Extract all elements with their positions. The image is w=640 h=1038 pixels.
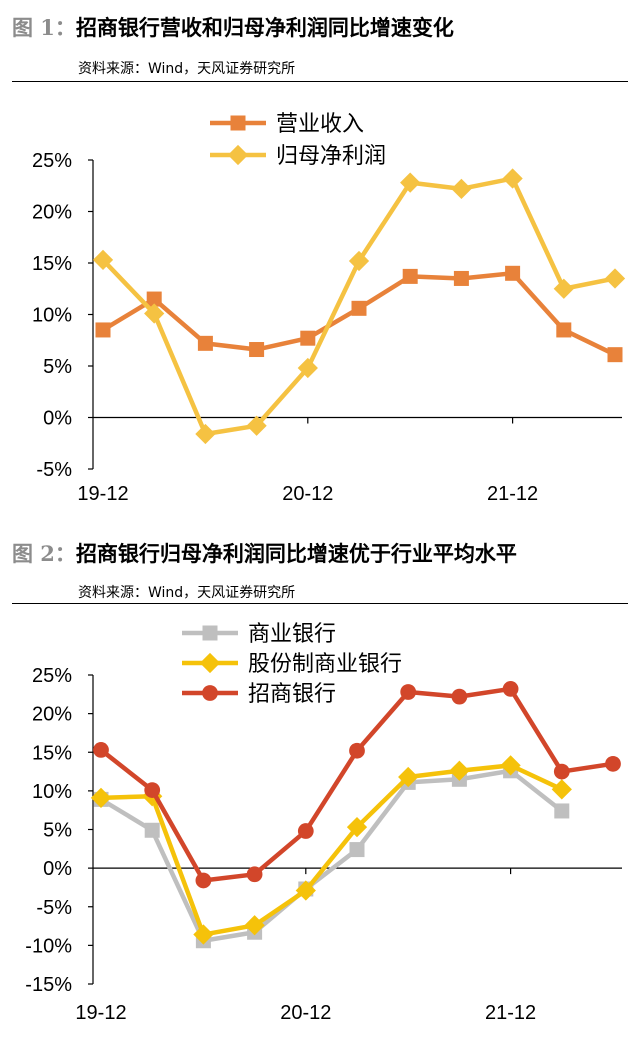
figure-2-source: 资料来源：Wind，天风证券研究所 xyxy=(78,585,296,601)
y-tick-label: -5% xyxy=(36,897,72,919)
chart-2: -15% -10% -5% 0% 5% 10% 15% 20% 25% 19-12 20-12 21-… xyxy=(25,621,622,1024)
y-tick-label: -15% xyxy=(25,974,72,996)
data-point xyxy=(249,342,265,358)
data-point xyxy=(502,681,519,697)
y-tick-label: 10% xyxy=(32,781,72,803)
data-point xyxy=(195,872,212,889)
x-tick-label: 20-12 xyxy=(282,483,333,505)
y-tick-label: 15% xyxy=(32,742,72,764)
data-point xyxy=(604,268,626,289)
y-tick-label: 25% xyxy=(32,150,72,172)
data-point xyxy=(502,168,523,189)
data-point xyxy=(500,755,521,776)
data-point xyxy=(402,268,418,284)
x-tick-label: 21-12 xyxy=(485,1002,536,1024)
data-point xyxy=(95,322,111,338)
data-point xyxy=(607,347,623,363)
figure-2-title: 图 2：招商银行归母净利润同比增速优于行业平均水平 xyxy=(12,538,517,568)
data-point xyxy=(349,842,365,858)
x-tick-label: 21-12 xyxy=(487,483,538,505)
legend-label: 招商银行 xyxy=(248,681,336,706)
legend-marker xyxy=(227,144,249,166)
y-tick-label: -5% xyxy=(36,459,72,481)
x-tick-label: 20-12 xyxy=(280,1002,331,1024)
y-tick-label: 15% xyxy=(32,253,72,275)
y-tick-label: 10% xyxy=(32,305,72,327)
data-point xyxy=(144,822,160,838)
data-point xyxy=(346,817,368,838)
y-tick-label: 5% xyxy=(43,820,72,842)
data-point xyxy=(300,330,316,346)
figure-1-title-text: 招商银行营收和归母净利润同比增速变化 xyxy=(75,15,454,40)
data-point xyxy=(605,755,621,772)
data-point xyxy=(556,322,572,338)
data-point xyxy=(144,303,165,324)
legend-label: 营业收入 xyxy=(276,111,364,136)
data-point xyxy=(348,250,370,272)
y-tick-label: 0% xyxy=(43,408,72,430)
data-point xyxy=(553,763,570,780)
figure-1-label: 图 1： xyxy=(12,15,76,40)
data-point xyxy=(453,270,469,286)
legend-marker xyxy=(202,625,218,641)
data-point xyxy=(92,249,114,271)
legend-label: 商业银行 xyxy=(248,621,336,646)
legend-label: 股份制商业银行 xyxy=(248,651,402,676)
y-tick-label: 25% xyxy=(32,665,72,687)
data-point xyxy=(193,924,214,945)
data-point xyxy=(551,779,572,800)
data-point xyxy=(297,823,314,839)
data-point xyxy=(90,787,112,808)
data-point xyxy=(195,423,216,445)
data-point xyxy=(400,172,421,193)
y-tick-label: 5% xyxy=(43,356,72,378)
y-tick-label: -10% xyxy=(25,935,72,957)
series-line-2 xyxy=(100,763,563,937)
data-point xyxy=(398,766,419,788)
data-point xyxy=(451,178,472,199)
data-point xyxy=(349,742,365,759)
data-point xyxy=(144,782,161,798)
figure-2-divider xyxy=(12,603,628,604)
x-tick-label: 19-12 xyxy=(77,483,128,505)
data-point xyxy=(295,880,316,901)
data-point xyxy=(297,357,318,379)
data-point xyxy=(246,866,263,883)
data-point xyxy=(553,278,574,299)
figure-2-label: 图 2： xyxy=(12,541,76,566)
legend-label: 归母净利润 xyxy=(276,143,386,168)
y-tick-label: 20% xyxy=(32,704,72,726)
data-point xyxy=(197,335,213,351)
legend-marker xyxy=(202,685,218,701)
figure-2-title-text: 招商银行归母净利润同比增速优于行业平均水平 xyxy=(75,541,517,566)
y-tick-label: 0% xyxy=(43,858,72,880)
series-line-1 xyxy=(99,768,564,943)
y-tick-label: 20% xyxy=(32,202,72,224)
data-point xyxy=(505,265,521,281)
data-point xyxy=(244,915,265,936)
data-point xyxy=(246,415,267,436)
chart-1: -5% 0% 5% 10% 15% 20% 25% 19-12 20-12 21-12 营业收入归母… xyxy=(32,111,626,505)
data-point xyxy=(400,684,417,700)
figure-1-divider xyxy=(12,81,628,82)
data-point xyxy=(93,742,109,758)
legend-marker xyxy=(199,652,221,674)
figure-1-title: 图 1：招商银行营收和归母净利润同比增速变化 xyxy=(12,12,454,42)
data-point xyxy=(449,760,470,781)
figure-1-source: 资料来源：Wind，天风证券研究所 xyxy=(78,61,296,77)
x-tick-label: 19-12 xyxy=(75,1002,126,1024)
data-point xyxy=(146,291,162,307)
data-point xyxy=(554,803,570,819)
legend-marker xyxy=(230,115,246,131)
data-point xyxy=(451,688,468,705)
data-point xyxy=(351,300,367,316)
